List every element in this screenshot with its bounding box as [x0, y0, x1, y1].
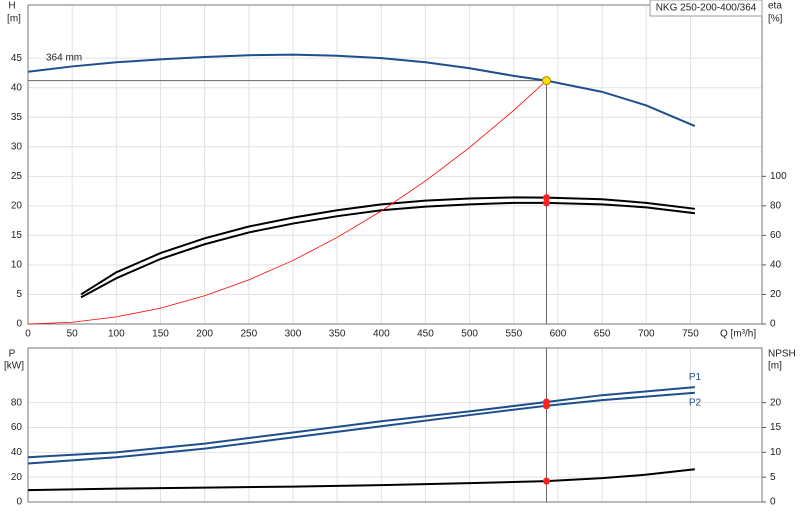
series-label: P1: [689, 372, 702, 383]
series-line: [27, 468, 695, 492]
y2-tick-label: 20: [770, 289, 782, 300]
x-tick-label: 350: [329, 329, 346, 340]
y-tick-label: 0: [16, 319, 22, 330]
y2-tick-label: 20: [770, 397, 782, 408]
operating-point-marker: [542, 199, 550, 207]
operating-point-marker: [542, 477, 550, 485]
y-tick-label: 30: [11, 141, 23, 152]
chart-title: NKG 250-200-400/364: [656, 3, 757, 14]
y2-tick-label: 10: [770, 447, 782, 458]
y2-tick-label: 100: [770, 171, 787, 182]
y2-axis-label: NPSH: [768, 349, 796, 360]
x-tick-label: 750: [682, 329, 699, 340]
x-tick-label: 100: [108, 329, 125, 340]
y2-tick-label: 40: [770, 260, 782, 271]
y-tick-label: 10: [11, 260, 23, 271]
x-tick-label: 0: [25, 329, 31, 340]
y-axis-unit: [m]: [7, 14, 21, 25]
series-line: [27, 391, 695, 465]
y2-tick-label: 80: [770, 200, 782, 211]
y-tick-label: 80: [11, 397, 23, 408]
y-axis-label: H: [8, 1, 15, 12]
operating-point-marker: [542, 402, 550, 410]
y-tick-label: 40: [11, 82, 23, 93]
y-tick-label: 25: [11, 171, 23, 182]
y2-tick-label: 0: [770, 497, 776, 508]
y2-axis-label: eta: [768, 1, 782, 12]
series-line: [80, 196, 695, 296]
x-axis-label: Q [m³/h]: [720, 329, 756, 340]
x-tick-label: 300: [285, 329, 302, 340]
x-tick-label: 650: [594, 329, 611, 340]
y-tick-label: 20: [11, 472, 23, 483]
y-tick-label: 20: [11, 200, 23, 211]
operating-point: [541, 76, 551, 86]
title-box: [649, 0, 763, 17]
y2-tick-label: 5: [770, 472, 776, 483]
y-tick-label: 15: [11, 230, 23, 241]
x-tick-label: 200: [196, 329, 213, 340]
y2-tick-label: 60: [770, 230, 782, 241]
x-tick-label: 700: [638, 329, 655, 340]
operating-point-marker: [542, 194, 550, 202]
y-tick-label: 0: [16, 497, 22, 508]
y2-tick-label: 15: [770, 422, 782, 433]
series-line: [27, 80, 547, 325]
x-tick-label: 50: [67, 329, 79, 340]
x-tick-label: 250: [240, 329, 257, 340]
series-line: [80, 201, 695, 299]
y2-tick-label: 0: [770, 319, 776, 330]
x-tick-label: 550: [505, 329, 522, 340]
plot-frame: [27, 4, 763, 325]
y-tick-label: 60: [11, 422, 23, 433]
y2-axis-unit: [%]: [768, 14, 783, 25]
y-tick-label: 5: [16, 289, 22, 300]
series-line: [27, 53, 696, 128]
series-line: [27, 386, 695, 459]
series-label: 364 mm: [46, 52, 82, 63]
x-tick-label: 500: [461, 329, 478, 340]
series-label: P2: [689, 397, 702, 408]
y-tick-label: 45: [11, 53, 23, 64]
y-axis-unit: [kW]: [4, 361, 24, 372]
y-axis-label: P: [9, 349, 16, 360]
y2-axis-unit: [m]: [768, 361, 782, 372]
x-tick-label: 450: [417, 329, 434, 340]
x-tick-label: 600: [550, 329, 567, 340]
y-tick-label: 35: [11, 112, 23, 123]
x-tick-label: 400: [373, 329, 390, 340]
y-tick-label: 40: [11, 447, 23, 458]
plot-frame: [27, 347, 763, 503]
x-tick-label: 150: [152, 329, 169, 340]
